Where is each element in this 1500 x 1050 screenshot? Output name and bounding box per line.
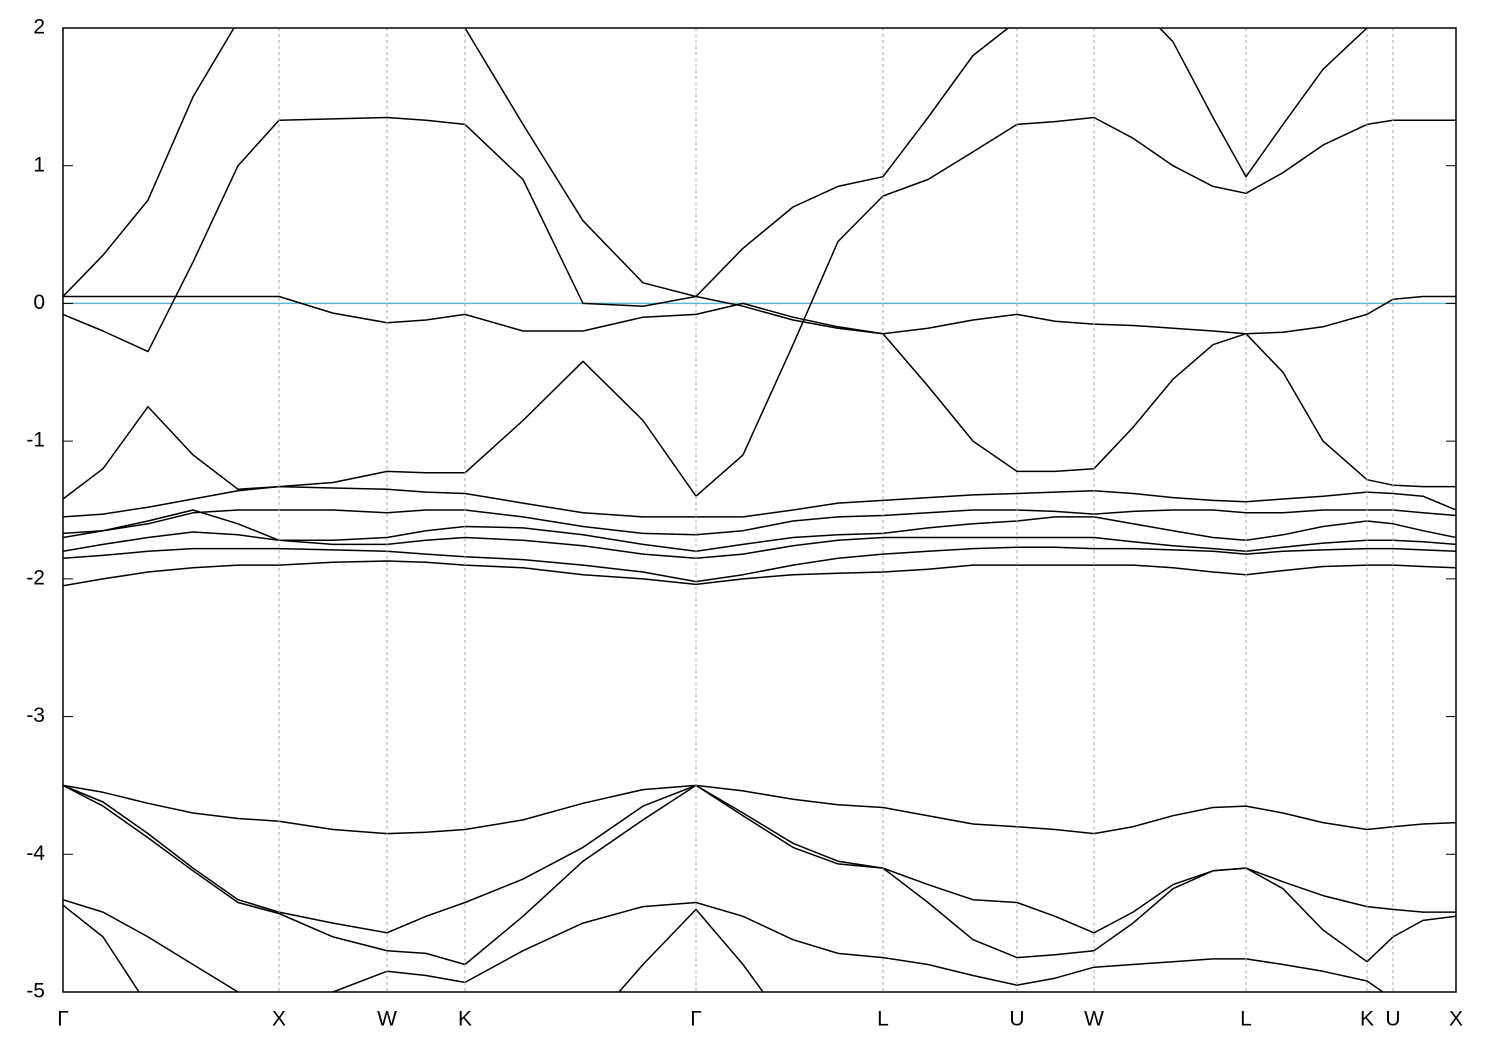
band-line <box>63 784 1456 966</box>
band-line <box>63 28 1369 298</box>
x-tick-label: W <box>1084 1008 1104 1031</box>
y-tick-label: 1 <box>33 153 45 176</box>
band-line <box>63 898 1385 992</box>
band-line <box>63 509 1456 553</box>
y-tick-label: -4 <box>26 842 45 865</box>
band-line <box>63 531 1456 559</box>
x-tick-label: L <box>877 1008 889 1031</box>
band-line <box>63 485 1456 518</box>
x-tick-label: X <box>1449 1008 1463 1031</box>
plot-frame <box>62 27 1457 993</box>
y-tick-label: -3 <box>26 704 45 727</box>
y-tick-label: -1 <box>26 429 45 452</box>
band-line <box>63 784 1456 934</box>
x-tick-label: X <box>272 1008 286 1031</box>
band-line <box>63 546 1456 583</box>
x-tick-label: U <box>1385 1008 1400 1031</box>
y-tick-label: -5 <box>26 980 45 1003</box>
x-tick-label: U <box>1009 1008 1024 1031</box>
x-tick-label: Γ <box>690 1008 702 1031</box>
x-tick-label: W <box>377 1008 397 1031</box>
x-tick-label: Γ <box>57 1008 69 1031</box>
plot-area <box>63 28 1456 992</box>
band-line <box>63 116 1456 353</box>
x-tick-label: L <box>1240 1008 1252 1031</box>
band-line <box>63 509 1456 536</box>
y-tick-label: 0 <box>33 291 45 314</box>
band-line <box>63 560 1456 587</box>
band-line <box>63 784 1456 835</box>
y-tick-label: 2 <box>33 16 45 39</box>
band-line <box>63 116 1456 500</box>
x-tick-label: K <box>1360 1008 1374 1031</box>
y-tick-label: -2 <box>26 566 45 589</box>
x-tick-label: K <box>458 1008 472 1031</box>
band-line <box>63 295 1456 488</box>
